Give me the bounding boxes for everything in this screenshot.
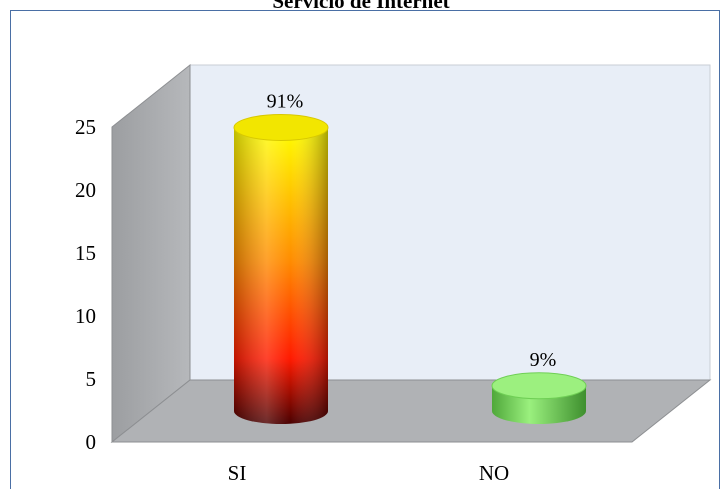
bar-si <box>233 114 329 424</box>
y-tick-label: 25 <box>75 115 96 139</box>
bar-no <box>491 372 587 424</box>
x-tick-label: SI <box>228 461 247 485</box>
y-tick-label: 15 <box>75 241 96 265</box>
bar-top-cap <box>491 372 587 400</box>
chart-floor <box>110 379 712 443</box>
bar-shading <box>234 127 328 424</box>
y-tick-label: 5 <box>86 367 97 391</box>
data-label: 9% <box>530 349 557 371</box>
chart-title: Servicio de Internet <box>272 0 450 13</box>
y-tick-label: 10 <box>75 304 96 328</box>
x-axis-ticks: SI NO <box>228 461 510 485</box>
y-tick-label: 0 <box>86 430 97 454</box>
x-tick-label: NO <box>479 461 509 485</box>
bar-top-cap <box>233 114 329 141</box>
chart-side-wall <box>111 63 191 444</box>
data-labels: 91% 9% <box>267 91 557 371</box>
data-label: 91% <box>267 91 304 113</box>
y-axis-ticks: 0 5 10 15 20 25 <box>75 115 96 454</box>
chart-bars <box>233 114 587 424</box>
y-tick-label: 20 <box>75 178 96 202</box>
